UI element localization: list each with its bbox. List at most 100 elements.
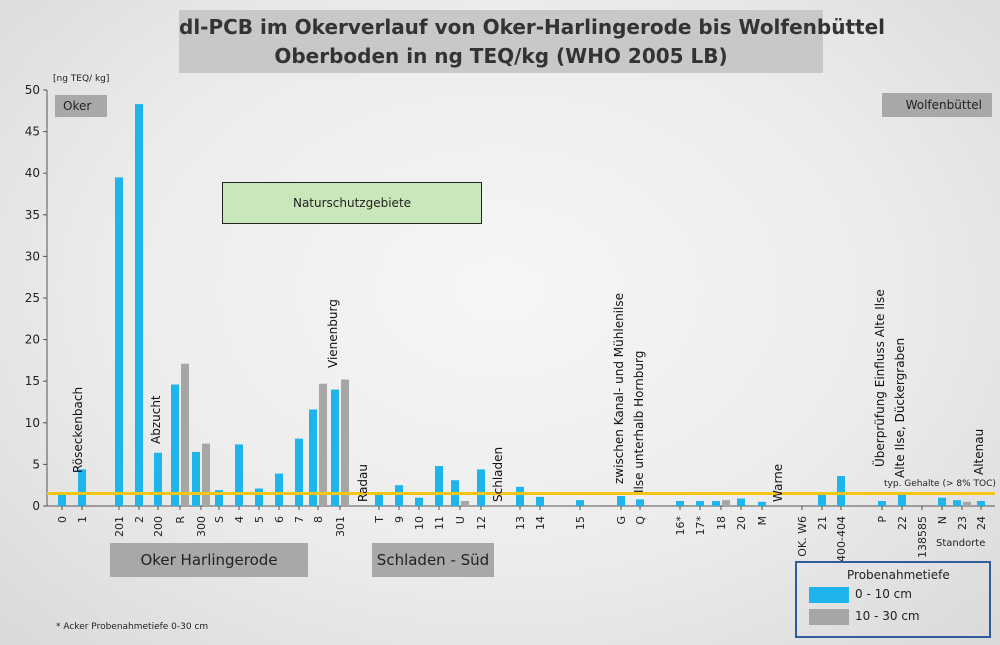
x-tick-label-1: 1 xyxy=(76,516,89,523)
annotation-7: Warne xyxy=(771,464,785,502)
legend-label-10-30: 10 - 30 cm xyxy=(855,609,920,623)
y-axis-label: [ng TEQ/ kg] xyxy=(53,74,109,84)
bar-0-10-300 xyxy=(192,451,200,506)
legend-swatch-0-10 xyxy=(809,587,849,603)
bar-10-30-23 xyxy=(963,501,971,506)
x-tick-label-14: 14 xyxy=(534,516,547,530)
y-tick-label: 10 xyxy=(25,416,40,430)
schladen-sued-label: Schladen - Süd xyxy=(372,543,494,577)
bar-0-10-17* xyxy=(696,501,704,506)
annotation-5: zwischen Kanal- und Mühlenilse xyxy=(612,293,626,484)
bar-0-10-200 xyxy=(154,452,162,506)
bar-0-10-12 xyxy=(477,469,485,506)
legend-title: Probenahmetiefe xyxy=(847,568,950,582)
bar-0-10-11 xyxy=(435,466,443,506)
x-tick-label-400-404: 400-404 xyxy=(835,516,848,562)
annotation-2: Vienenburg xyxy=(326,299,340,368)
bar-10-30-18 xyxy=(722,500,730,506)
x-tick-label-0: 0 xyxy=(56,516,69,523)
bar-0-10-15 xyxy=(576,500,584,506)
bar-0-10-201 xyxy=(115,177,123,507)
y-tick-label: 40 xyxy=(25,166,40,180)
bar-0-10-G xyxy=(617,496,625,506)
bar-0-10-4 xyxy=(235,444,243,506)
x-tick-label-P: P xyxy=(876,516,889,523)
bar-0-10-7 xyxy=(295,438,303,506)
bar-0-10-R xyxy=(171,384,179,506)
x-tick-label-20: 20 xyxy=(735,516,748,530)
annotation-4: Schladen xyxy=(491,447,505,502)
bar-0-10-18 xyxy=(712,501,720,506)
bar-0-10-0 xyxy=(58,494,66,506)
y-tick-label: 5 xyxy=(32,457,40,471)
x-tick-label-138585: 138585 xyxy=(916,516,929,558)
annotation-3: Radau xyxy=(356,464,370,502)
bar-0-10-P xyxy=(878,501,886,506)
x-tick-label-300: 300 xyxy=(195,516,208,537)
x-tick-label-10: 10 xyxy=(413,516,426,530)
x-tick-label-G: G xyxy=(615,516,628,525)
x-tick-label-21: 21 xyxy=(816,516,829,530)
bar-0-10-9 xyxy=(395,485,403,506)
annotation-0: Röseckenbach xyxy=(71,387,85,473)
bar-0-10-16* xyxy=(676,501,684,506)
legend-swatch-10-30 xyxy=(809,609,849,625)
naturschutzgebiete-box: Naturschutzgebiete xyxy=(222,182,482,224)
bar-0-10-S xyxy=(215,490,223,506)
bar-10-30-8 xyxy=(319,383,327,506)
footnote: * Acker Probenahmetiefe 0-30 cm xyxy=(56,622,209,632)
bar-0-10-1 xyxy=(78,469,86,506)
y-tick-label: 35 xyxy=(25,208,40,222)
x-tick-label-2: 2 xyxy=(133,516,146,523)
y-tick-label: 15 xyxy=(25,374,40,388)
x-tick-label-M: M xyxy=(756,516,769,526)
bar-0-10-5 xyxy=(255,488,263,506)
x-tick-label-13: 13 xyxy=(514,516,527,530)
bar-0-10-20 xyxy=(737,498,745,506)
x-tick-label-9: 9 xyxy=(393,516,406,523)
bar-0-10-T xyxy=(375,494,383,506)
x-tick-label-T: T xyxy=(373,516,386,524)
x-tick-label-OK. W6: OK. W6 xyxy=(796,516,809,557)
x-tick-label-8: 8 xyxy=(312,516,325,523)
title-line-1: dl-PCB im Okerverlauf von Oker-Harlinger… xyxy=(179,15,886,39)
annotation-6: Ilse unterhalb Hornburg xyxy=(632,351,646,493)
x-tick-label-N: N xyxy=(936,516,949,524)
bar-10-30-R xyxy=(181,363,189,506)
bar-0-10-10 xyxy=(415,497,423,506)
bar-0-10-8 xyxy=(309,409,317,506)
x-tick-label-23: 23 xyxy=(956,516,969,530)
bar-10-30-300 xyxy=(202,443,210,506)
title-line-2: Oberboden in ng TEQ/kg (WHO 2005 LB) xyxy=(274,44,728,68)
wolfenbuettel-label: Wolfenbüttel xyxy=(882,93,992,117)
bar-0-10-22 xyxy=(898,492,906,506)
chart-title: dl-PCB im Okerverlauf von Oker-Harlinger… xyxy=(179,10,886,73)
annotation-1: Abzucht xyxy=(149,395,163,444)
legend: Probenahmetiefe 0 - 10 cm 10 - 30 cm xyxy=(795,561,991,638)
bar-0-10-N xyxy=(938,497,946,506)
bar-10-30-U xyxy=(461,501,469,506)
x-tick-label-7: 7 xyxy=(293,516,306,523)
bar-0-10-6 xyxy=(275,473,283,506)
oker-harlingerode-label: Oker Harlingerode xyxy=(110,543,308,577)
x-tick-label-U: U xyxy=(454,516,467,524)
y-tick-label: 25 xyxy=(25,291,40,305)
x-tick-label-301: 301 xyxy=(334,516,347,537)
bar-0-10-13 xyxy=(516,486,524,506)
x-tick-label-24: 24 xyxy=(975,516,988,530)
annotation-9: Alte Ilse, Dückergraben xyxy=(893,338,907,478)
x-tick-label-22: 22 xyxy=(896,516,909,530)
x-tick-label-201: 201 xyxy=(113,516,126,537)
annotation-8: Überprüfung Einfluss Alte Ilse xyxy=(871,289,887,467)
bar-0-10-301 xyxy=(331,389,339,506)
x-tick-label-200: 200 xyxy=(152,516,165,537)
y-tick-label: 20 xyxy=(25,333,40,347)
x-axis-title: Standorte xyxy=(936,538,985,549)
x-tick-label-4: 4 xyxy=(233,516,246,523)
bar-10-30-301 xyxy=(341,379,349,506)
annotation-10: Altenau xyxy=(972,429,986,475)
legend-label-0-10: 0 - 10 cm xyxy=(855,587,912,601)
y-tick-label: 50 xyxy=(25,83,40,97)
bar-0-10-400-404 xyxy=(837,476,845,506)
